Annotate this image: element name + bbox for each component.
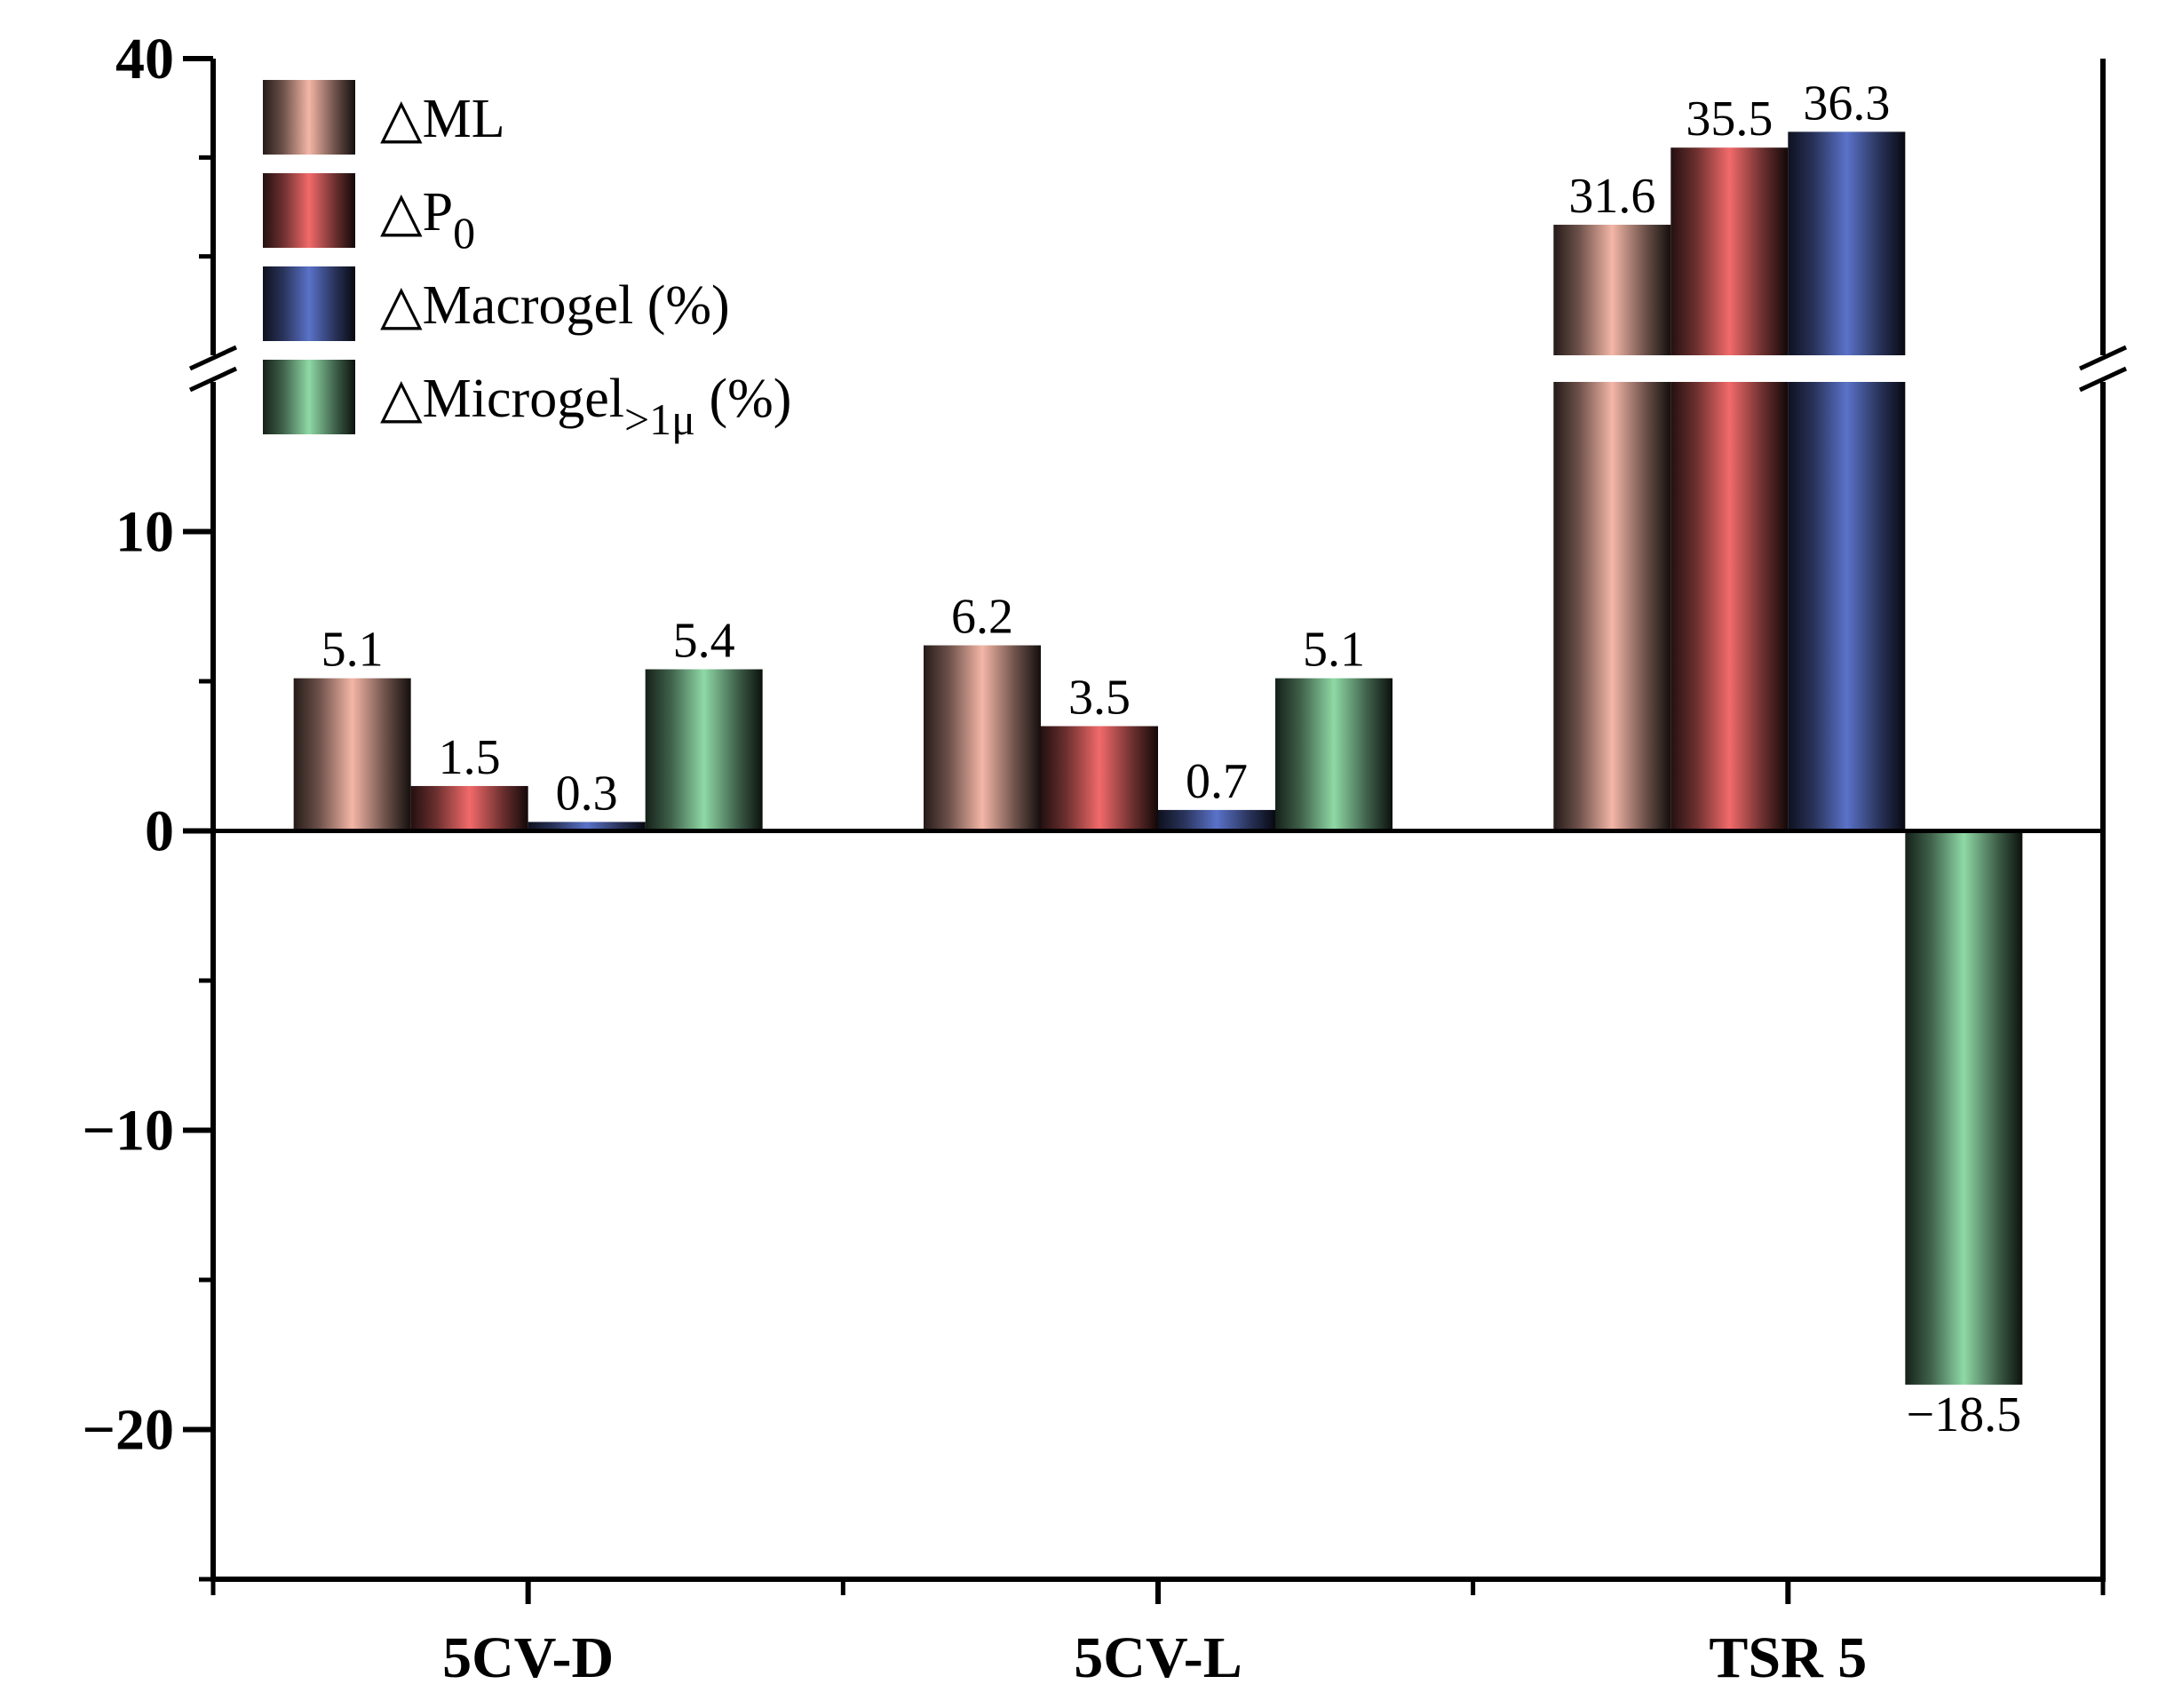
bar-p-1 — [1041, 726, 1158, 831]
data-label: 1.5 — [439, 730, 501, 785]
legend: △ML △P0 △Macrogel (%) △Microgel>1μ (%) — [263, 80, 791, 444]
y-tick-label: 10 — [115, 500, 174, 565]
data-label: 3.5 — [1068, 671, 1131, 726]
bar-microgel-1 — [1275, 678, 1393, 831]
y-tick-label: 40 — [115, 27, 174, 91]
legend-swatch — [263, 80, 355, 155]
data-label: 35.5 — [1686, 91, 1773, 147]
axis-break-mark — [188, 366, 238, 393]
legend-swatch — [263, 173, 355, 248]
bar-ml-0 — [293, 678, 411, 831]
bar-microgel-2 — [1905, 830, 2023, 1385]
x-tick-label: TSR 5 — [1709, 1625, 1867, 1690]
x-tick-label: 5CV-L — [1074, 1625, 1242, 1690]
bar-p-0 — [410, 785, 528, 831]
data-label: 5.4 — [673, 614, 735, 669]
bar-macrogel--1 — [1158, 809, 1275, 831]
bar-microgel-0 — [645, 669, 763, 831]
legend-label: △Macrogel (%) — [380, 275, 730, 336]
data-label: 0.3 — [556, 766, 618, 821]
y-tick-label: −10 — [82, 1099, 174, 1164]
data-label: 31.6 — [1568, 169, 1655, 224]
labels-group: 5.1 1.5 0.3 5.4 6.2 3.5 0.7 5.1 31.6 35.5 36.3 −18.… — [82, 27, 2021, 1690]
legend-swatch — [263, 266, 355, 341]
data-label: 5.1 — [321, 623, 384, 678]
data-label: 6.2 — [951, 590, 1013, 645]
y-tick-label: −20 — [82, 1398, 174, 1463]
data-label: −18.5 — [1907, 1387, 2022, 1442]
bar-ml-2 — [1553, 225, 1671, 831]
legend-label: △Microgel>1μ (%) — [380, 369, 791, 444]
legend-swatch — [263, 360, 355, 434]
axis-break-gap — [215, 355, 2101, 382]
bar-p-2 — [1670, 147, 1789, 831]
bar-macrogel--0 — [528, 822, 646, 831]
y-tick-label: 0 — [145, 799, 174, 864]
legend-label: △ML — [380, 89, 505, 149]
bar-macrogel--2 — [1788, 131, 1906, 831]
data-label: 36.3 — [1803, 75, 1890, 131]
axis-break-mark — [188, 345, 238, 371]
data-label: 0.7 — [1186, 754, 1248, 809]
legend-label: △P0 — [380, 182, 475, 258]
axes-group — [183, 56, 2128, 1604]
axis-break-mark — [2078, 345, 2128, 371]
x-tick-label: 5CV-D — [442, 1625, 614, 1690]
data-label: 5.1 — [1303, 623, 1365, 678]
bars-group — [293, 131, 2023, 1385]
axis-break-mark — [2078, 366, 2128, 393]
bar-ml-1 — [924, 645, 1041, 831]
